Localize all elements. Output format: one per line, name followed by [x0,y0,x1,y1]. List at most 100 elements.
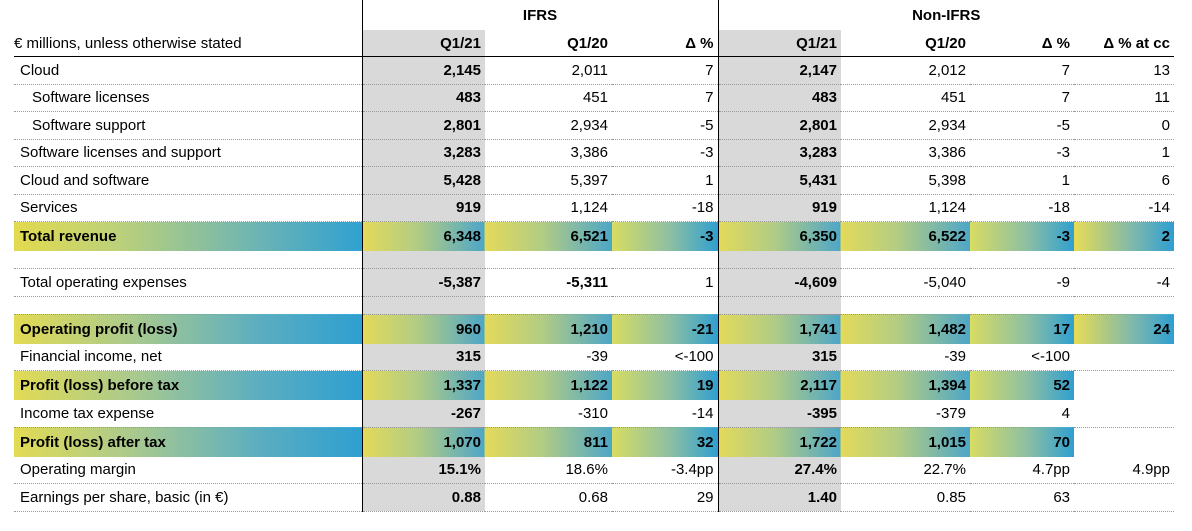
table-cell: 7 [612,84,718,112]
row-label: Total revenue [14,221,362,251]
table-cell: 1,070 [361,427,485,457]
table-cell: 13 [1074,56,1174,85]
table-cell: 7 [970,56,1074,85]
row-label: Services [14,194,362,222]
table-cell: 2 [1074,221,1174,251]
table-cell: -14 [1074,194,1174,222]
table-cell: 1 [970,166,1074,195]
table-cell: 1 [1074,139,1174,167]
table-row: Profit (loss) before tax 1,337 1,122 19 2,11… [14,370,1174,401]
table-cell: -5 [612,111,718,140]
table-cell: 1,210 [485,314,612,344]
table-cell: 27.4% [717,456,841,484]
table-row: Operating margin 15.1% 18.6% -3.4pp 27.4% 22.… [14,456,1174,484]
table-cell: 4 [970,400,1074,428]
table-cell: 483 [361,84,485,112]
row-label: Cloud and software [14,166,362,195]
table-cell: -5,311 [485,268,612,297]
table-cell: 1,124 [485,194,612,222]
row-label: Cloud [14,56,362,85]
table-cell: 451 [841,84,970,112]
table-cell: 1,122 [485,370,612,400]
table-cell: 29 [612,483,718,512]
col-header-nonifrs-delta: Δ % [970,30,1074,57]
table-row: Total revenue 6,348 6,521 -3 6,350 6,522 -3 2 [14,221,1174,251]
table-cell: 7 [612,56,718,85]
table-cell: 451 [485,84,612,112]
table-cell: -18 [970,194,1074,222]
table-cell: 1.40 [717,483,841,512]
table-cell: 5,397 [485,166,612,195]
table-cell: 0.68 [485,483,612,512]
table-cell: 2,934 [841,111,970,140]
table-cell: 63 [970,483,1074,512]
table-cell: 7 [970,84,1074,112]
table-row: Financial income, net 315 -39 <-100 315 -39 <-… [14,343,1174,371]
row-label: Software licenses [14,84,362,112]
table-cell: 2,117 [717,370,841,400]
table-row: Income tax expense -267 -310 -14 -395 -379 4 [14,400,1174,428]
table-cell: -9 [970,268,1074,297]
unit-note: € millions, unless otherwise stated [14,30,362,57]
table-cell: 1,124 [841,194,970,222]
table-cell: 0.85 [841,483,970,512]
table-cell: -3 [970,139,1074,167]
table-cell: 919 [361,194,485,222]
row-label: Profit (loss) before tax [14,370,362,400]
row-label: Operating margin [14,456,362,484]
table-cell: -5,040 [841,268,970,297]
table-cell: -4,609 [717,268,841,297]
table-cell: 1 [612,268,718,297]
table-cell: 960 [361,314,485,344]
table-cell: 6,522 [841,221,970,251]
table-cell: 2,012 [841,56,970,85]
table-cell: -379 [841,400,970,428]
spacer-row [14,296,1174,315]
table-cell: 2,011 [485,56,612,85]
table-cell: -14 [612,400,718,428]
table-cell: -39 [485,343,612,371]
table-cell: <-100 [970,343,1074,371]
table-cell: 315 [361,343,485,371]
group-header-row: IFRS Non-IFRS [14,0,1174,30]
row-label: Operating profit (loss) [14,314,362,344]
table-row: Operating profit (loss) 960 1,210 -21 1,741 1… [14,314,1174,344]
col-header-ifrs-q120: Q1/20 [485,30,612,57]
financial-results-table: IFRS Non-IFRS € millions, unless otherwi… [14,0,1174,512]
table-cell: 15.1% [361,456,485,484]
row-label: Profit (loss) after tax [14,427,362,457]
table-cell [1074,400,1174,428]
col-header-nonifrs-q120: Q1/20 [841,30,970,57]
table-cell: -267 [361,400,485,428]
table-cell: 6,348 [361,221,485,251]
table-row: Software licenses and support 3,283 3,386-… [14,139,1174,167]
col-header-ifrs-delta: Δ % [612,30,718,57]
table-cell: 22.7% [841,456,970,484]
table-cell: 5,398 [841,166,970,195]
table-cell [1074,343,1174,371]
table-cell: 1,722 [717,427,841,457]
table-cell: 17 [970,314,1074,344]
table-cell: 3,283 [361,139,485,167]
table-cell [1074,483,1174,512]
table-cell: 4.9pp [1074,456,1174,484]
table-row: Cloud and software 5,428 5,397 1 5,431 5,398 1… [14,166,1174,195]
table-cell: 919 [717,194,841,222]
table-cell: 52 [970,370,1074,400]
table-cell: <-100 [612,343,718,371]
table-cell: 6 [1074,166,1174,195]
row-label: Earnings per share, basic (in €) [14,483,362,512]
table-cell: 3,386 [841,139,970,167]
table-cell [1074,371,1174,401]
table-cell: -4 [1074,268,1174,297]
table-cell: -3 [970,221,1074,251]
table-cell: 2,801 [717,111,841,140]
table-cell: -5,387 [361,268,485,297]
table-cell: -3 [612,139,718,167]
spacer-row [14,251,1174,269]
table-cell: 483 [717,84,841,112]
table-cell: -3 [612,221,718,251]
table-cell: -21 [612,314,718,344]
table-cell: 1,394 [841,370,970,400]
row-label: Software licenses and support [14,139,362,167]
